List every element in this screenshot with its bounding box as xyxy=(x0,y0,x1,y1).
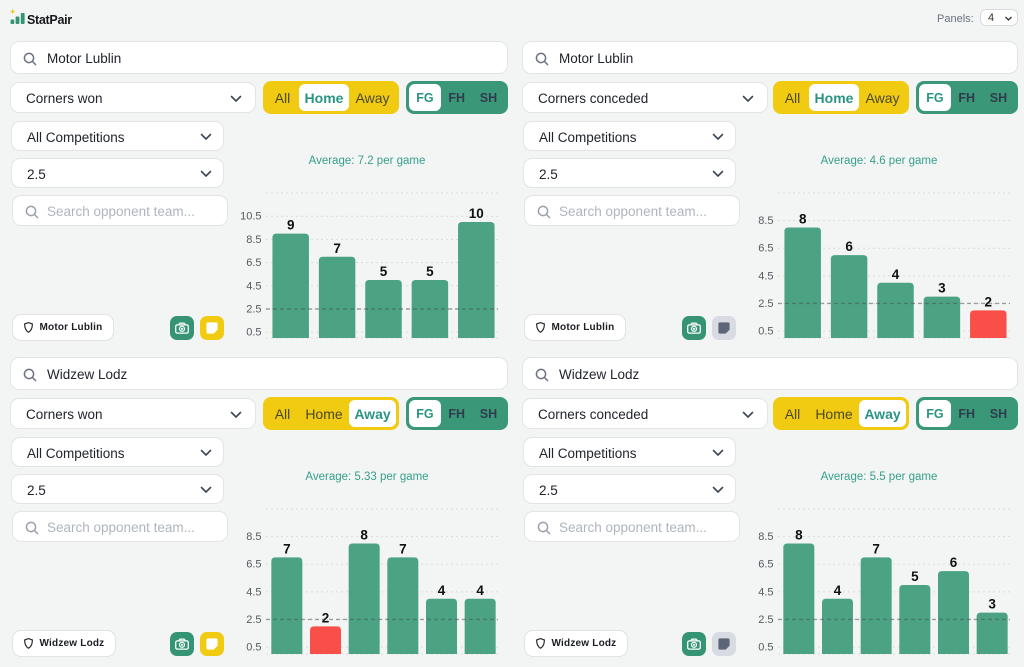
svg-text:5: 5 xyxy=(426,264,434,279)
svg-text:10.5: 10.5 xyxy=(240,211,261,223)
svg-text:8.5: 8.5 xyxy=(246,234,261,246)
svg-text:6.5: 6.5 xyxy=(758,243,773,255)
svg-text:4: 4 xyxy=(892,267,900,282)
svg-text:7: 7 xyxy=(399,541,407,556)
svg-text:4: 4 xyxy=(834,583,842,598)
svg-text:8: 8 xyxy=(795,528,803,543)
svg-text:0.5: 0.5 xyxy=(758,642,773,654)
svg-text:4.5: 4.5 xyxy=(246,586,261,598)
svg-text:6.5: 6.5 xyxy=(246,257,261,269)
svg-text:8.5: 8.5 xyxy=(758,531,773,543)
svg-text:0.5: 0.5 xyxy=(758,326,773,338)
svg-text:7: 7 xyxy=(872,541,880,556)
svg-text:8: 8 xyxy=(360,528,368,543)
svg-text:6: 6 xyxy=(950,555,958,570)
svg-text:4.5: 4.5 xyxy=(758,270,773,282)
svg-text:5: 5 xyxy=(380,264,388,279)
svg-text:4: 4 xyxy=(476,583,484,598)
svg-text:2: 2 xyxy=(985,294,993,309)
svg-text:2.5: 2.5 xyxy=(758,298,773,310)
svg-text:6.5: 6.5 xyxy=(246,559,261,571)
svg-text:6: 6 xyxy=(845,239,853,254)
svg-text:10: 10 xyxy=(469,206,484,221)
svg-text:7: 7 xyxy=(333,241,341,256)
svg-text:4.5: 4.5 xyxy=(758,586,773,598)
svg-text:2.5: 2.5 xyxy=(758,614,773,626)
svg-text:2.5: 2.5 xyxy=(246,304,261,316)
svg-text:4.5: 4.5 xyxy=(246,280,261,292)
svg-text:2.5: 2.5 xyxy=(246,614,261,626)
svg-text:8.5: 8.5 xyxy=(246,531,261,543)
svg-text:0.5: 0.5 xyxy=(246,327,261,339)
svg-text:8.5: 8.5 xyxy=(758,215,773,227)
svg-text:6.5: 6.5 xyxy=(758,559,773,571)
svg-text:3: 3 xyxy=(938,281,946,296)
svg-text:8: 8 xyxy=(799,212,807,227)
svg-text:5: 5 xyxy=(911,569,919,584)
svg-text:3: 3 xyxy=(988,597,996,612)
svg-text:0.5: 0.5 xyxy=(246,642,261,654)
svg-text:7: 7 xyxy=(283,541,291,556)
svg-text:9: 9 xyxy=(287,218,295,233)
svg-text:4: 4 xyxy=(438,583,446,598)
svg-text:2: 2 xyxy=(322,610,330,625)
